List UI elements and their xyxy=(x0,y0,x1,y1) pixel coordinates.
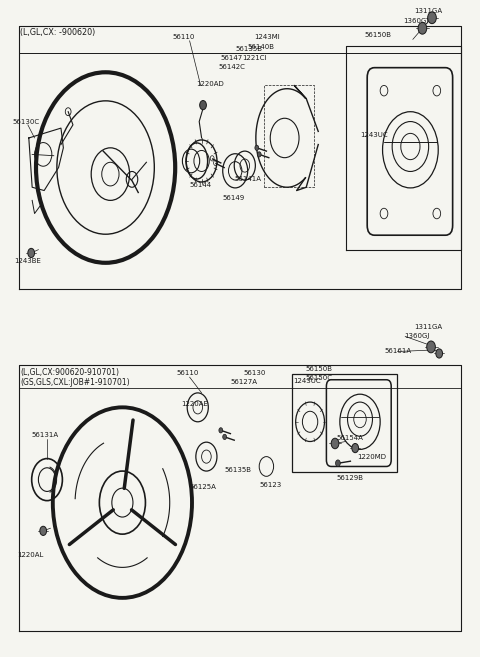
Text: 56141A: 56141A xyxy=(234,175,261,182)
Text: 56135B: 56135B xyxy=(235,45,262,52)
Text: 56110: 56110 xyxy=(173,34,195,40)
Circle shape xyxy=(223,434,227,440)
Text: 56127A: 56127A xyxy=(230,379,257,386)
Text: (L,GL,CX:900620-910701): (L,GL,CX:900620-910701) xyxy=(20,368,119,377)
Text: 56142C: 56142C xyxy=(219,64,246,70)
Text: (GS,GLS,CXL:JOB#1-910701): (GS,GLS,CXL:JOB#1-910701) xyxy=(20,378,130,387)
Text: 56131A: 56131A xyxy=(31,432,59,438)
Circle shape xyxy=(436,349,443,358)
Text: 1360GJ: 1360GJ xyxy=(404,333,430,340)
Text: 1243BE: 1243BE xyxy=(14,258,41,265)
Circle shape xyxy=(428,12,436,24)
Circle shape xyxy=(200,101,206,110)
Text: 56135B: 56135B xyxy=(225,466,252,473)
Bar xyxy=(292,374,397,472)
Text: (L,GL,CX: -900620): (L,GL,CX: -900620) xyxy=(20,28,96,37)
Text: 56140B: 56140B xyxy=(248,44,275,51)
Circle shape xyxy=(28,248,35,258)
Text: 1243UC: 1243UC xyxy=(360,131,388,138)
Circle shape xyxy=(257,152,261,157)
Text: 56150B: 56150B xyxy=(305,366,332,373)
Circle shape xyxy=(255,145,259,150)
Text: 56123: 56123 xyxy=(259,482,281,488)
Text: 56110: 56110 xyxy=(177,370,199,376)
Text: 56147: 56147 xyxy=(221,55,243,61)
Text: 1221CI: 1221CI xyxy=(242,55,266,61)
Text: 1220AD: 1220AD xyxy=(196,81,224,87)
Text: 1220AE: 1220AE xyxy=(181,401,208,407)
Text: 56125A: 56125A xyxy=(190,484,216,491)
Text: 1220MD: 1220MD xyxy=(358,453,386,460)
Text: 1243MI: 1243MI xyxy=(254,34,280,40)
Text: 56130: 56130 xyxy=(244,370,266,376)
Text: 1311GA: 1311GA xyxy=(414,323,442,330)
Circle shape xyxy=(40,526,47,535)
Text: 1311GA: 1311GA xyxy=(414,8,442,14)
Text: 56154A: 56154A xyxy=(336,435,363,442)
Text: 56129B: 56129B xyxy=(336,475,363,482)
Text: 1220AL: 1220AL xyxy=(17,552,43,558)
Text: 56150C: 56150C xyxy=(305,374,332,381)
Circle shape xyxy=(427,341,435,353)
Text: 56150B: 56150B xyxy=(365,32,392,39)
Text: 56130C: 56130C xyxy=(12,118,39,125)
Text: 56149: 56149 xyxy=(223,195,245,202)
Text: 1360GJ: 1360GJ xyxy=(403,18,429,24)
Text: 56144: 56144 xyxy=(190,182,212,189)
Text: 1243UC: 1243UC xyxy=(293,378,321,384)
Circle shape xyxy=(219,428,223,433)
Circle shape xyxy=(352,443,359,453)
Text: 56161A: 56161A xyxy=(385,348,412,355)
Circle shape xyxy=(331,438,339,449)
Circle shape xyxy=(336,460,340,466)
Circle shape xyxy=(418,22,427,34)
